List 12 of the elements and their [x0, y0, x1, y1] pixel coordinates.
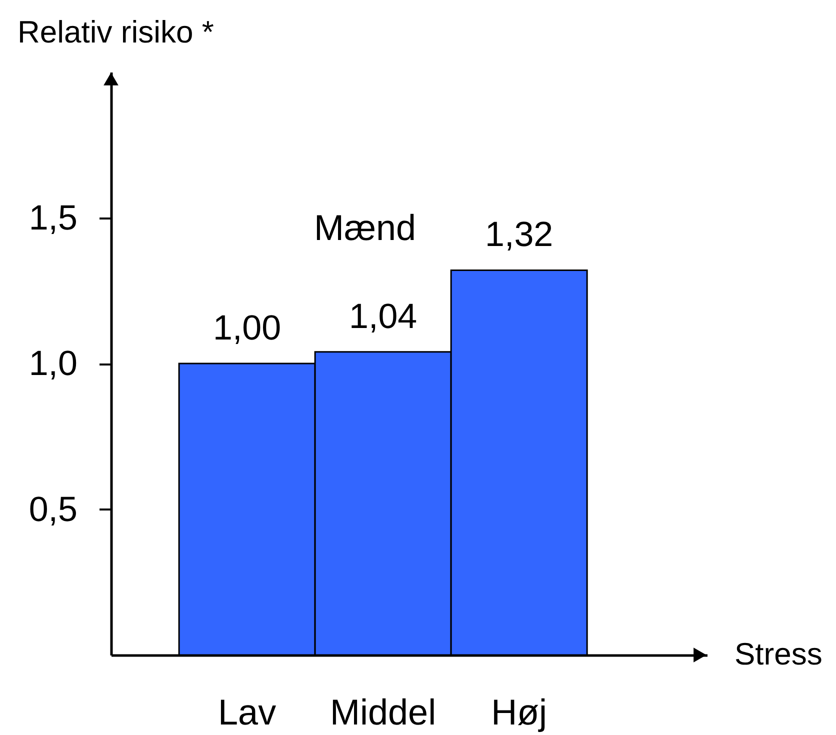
y-axis-title: Relativ risiko *: [18, 14, 214, 50]
y-tick-label: 0,5: [28, 490, 78, 529]
data-label: 1,00: [212, 308, 282, 348]
x-tick-label: Lav: [218, 692, 276, 732]
annotation: Mænd: [314, 207, 416, 248]
x-tick-label: Middel: [330, 692, 436, 732]
x-axis-title: Stress: [734, 636, 822, 672]
x-tick-label: Høj: [491, 692, 548, 732]
data-label: 1,04: [349, 296, 418, 336]
y-tick-label: 1,5: [28, 198, 78, 238]
data-label: 1,32: [485, 215, 554, 254]
y-tick-label: 1,0: [28, 344, 78, 383]
